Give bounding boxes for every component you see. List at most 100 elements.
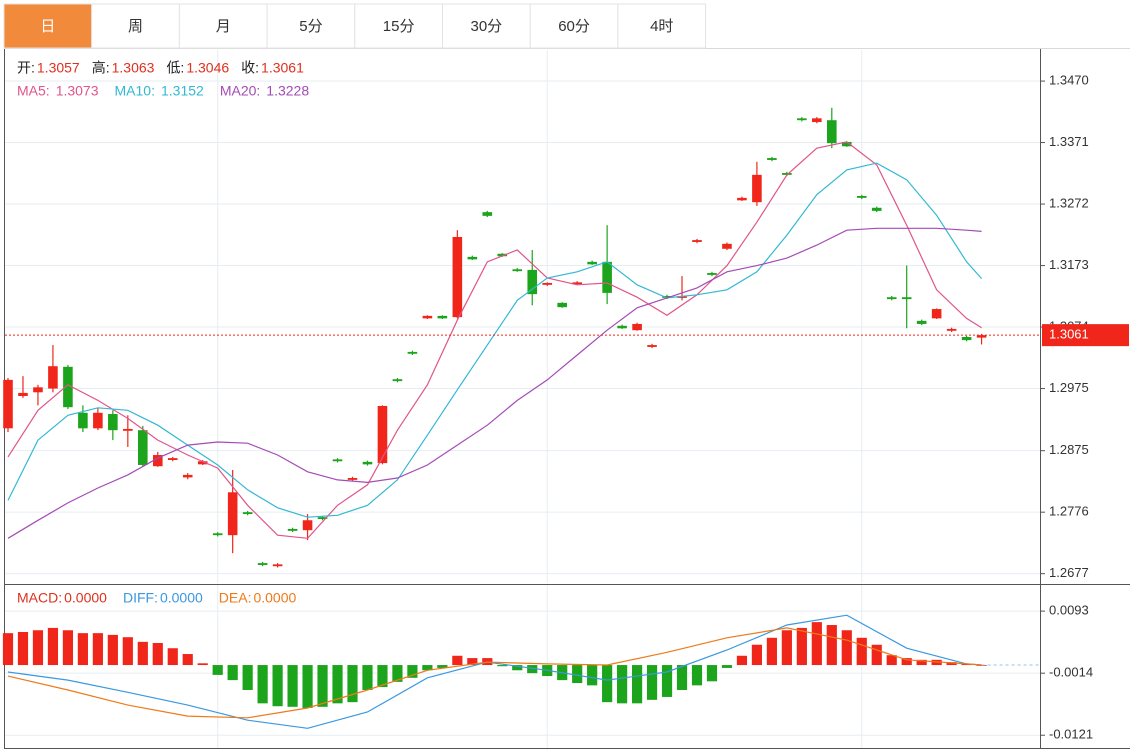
tab-label[interactable]: 周	[128, 18, 143, 35]
macd-bar	[661, 665, 673, 697]
macd-bar	[47, 627, 59, 666]
tab-label[interactable]: 日	[40, 18, 55, 35]
candle-body	[377, 405, 388, 464]
candle-body	[182, 474, 193, 478]
macd-bar	[122, 637, 133, 666]
candle-body	[886, 297, 897, 300]
macd-bar	[197, 663, 208, 666]
tab[interactable]	[91, 3, 180, 49]
candle-body	[18, 392, 28, 397]
macd-bar	[62, 630, 74, 666]
ohlc-value: 1.3057	[37, 60, 80, 76]
tab-label[interactable]: 5分	[299, 18, 322, 35]
macd-bar	[916, 659, 927, 666]
candle-body	[617, 325, 627, 329]
candle-body	[647, 345, 657, 347]
candle-body	[33, 387, 43, 393]
macd-bar	[691, 665, 703, 686]
macd-bar	[317, 665, 328, 707]
candle-body	[467, 256, 478, 260]
macd-bar	[512, 665, 523, 671]
candle-body	[167, 458, 178, 460]
candle-body	[901, 297, 912, 300]
y-tick-label: 1.3371	[1049, 134, 1089, 149]
macd-bar	[77, 633, 88, 666]
legend-value: 1.3073	[56, 83, 99, 99]
macd-bar	[751, 644, 763, 666]
tab-label[interactable]: 4时	[650, 18, 673, 35]
macd-line	[7, 627, 982, 719]
macd-bar	[452, 655, 463, 666]
candle-body	[272, 564, 283, 567]
candle-body	[497, 253, 508, 257]
y-tick-label: -0.0121	[1049, 727, 1093, 742]
tab[interactable]	[178, 3, 268, 49]
candle-body	[812, 118, 822, 123]
macd-bar	[467, 658, 478, 666]
candle-body	[722, 243, 732, 249]
ohlc-label: 低:	[166, 60, 184, 76]
macd-bar	[602, 665, 613, 703]
legend-label: DIFF:	[123, 590, 158, 606]
ohlc-value: 1.3046	[186, 60, 229, 76]
candle-body	[707, 273, 717, 275]
candle-body	[152, 455, 163, 467]
candle-body	[452, 236, 463, 318]
macd-bar	[212, 665, 223, 675]
tab-label[interactable]: 月	[216, 18, 231, 35]
legend-label: MA20:	[220, 83, 260, 99]
candle-body	[482, 212, 493, 216]
tab[interactable]	[442, 3, 531, 49]
macd-bar	[871, 644, 882, 666]
macd-bar	[167, 648, 178, 666]
tab[interactable]	[617, 3, 707, 49]
tab[interactable]	[266, 3, 356, 49]
candle-body	[123, 428, 133, 431]
tab-label[interactable]: 30分	[471, 18, 503, 35]
macd-bar	[437, 665, 448, 668]
macd-bar	[152, 643, 163, 666]
tab-label[interactable]: 60分	[558, 18, 590, 35]
y-tick-label: 1.2677	[1049, 565, 1089, 580]
legend-label: MACD:	[17, 590, 62, 606]
y-tick-label: 1.2776	[1049, 504, 1089, 519]
macd-bar	[377, 665, 388, 688]
macd-bar	[272, 665, 283, 707]
candle-body	[602, 261, 612, 293]
ohlc-label: 高:	[92, 60, 110, 76]
tab-label[interactable]: 15分	[383, 18, 415, 35]
macd-bar	[422, 665, 433, 671]
macd-bar	[631, 665, 643, 704]
candle-body	[138, 430, 148, 465]
macd-bar	[736, 655, 748, 666]
macd-bar	[886, 655, 897, 666]
candle-body	[78, 412, 88, 429]
tab[interactable]	[3, 3, 93, 49]
macd-bar	[781, 630, 792, 666]
macd-bar	[347, 665, 358, 703]
candle-body	[782, 173, 792, 175]
legend-value: 0.0000	[253, 590, 296, 606]
last-price-label: 1.3061	[1049, 327, 1089, 342]
macd-bar	[901, 658, 912, 666]
macd-bar	[587, 665, 598, 686]
candle-body	[257, 563, 268, 565]
tab[interactable]	[529, 3, 619, 49]
candle-body	[212, 533, 223, 536]
candle-body	[527, 269, 538, 295]
candle-body	[63, 366, 73, 408]
macd-bar	[302, 665, 313, 708]
macd-bar	[407, 665, 418, 678]
candle-body	[767, 158, 777, 160]
legend-value: 1.3152	[161, 83, 204, 99]
macd-bar	[796, 627, 807, 666]
y-tick-label: 0.0093	[1049, 603, 1089, 618]
macd-bar	[811, 622, 822, 666]
candle-body	[752, 174, 762, 203]
macd-bar	[362, 665, 373, 690]
macd-bar	[17, 631, 29, 666]
legend-value: 0.0000	[64, 590, 107, 606]
macd-line	[7, 614, 982, 729]
